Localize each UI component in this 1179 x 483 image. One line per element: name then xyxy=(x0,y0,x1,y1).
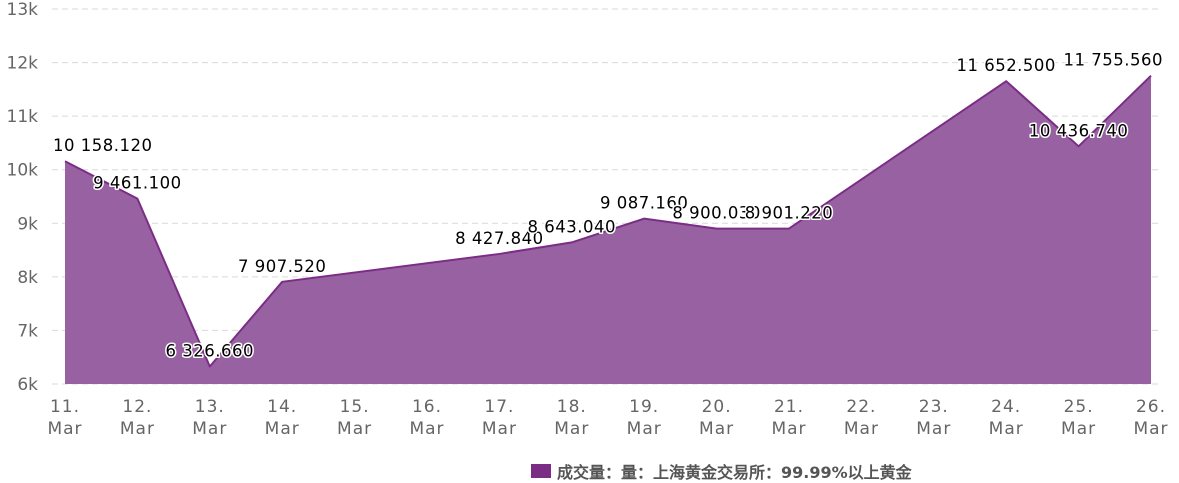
x-tick-label: 20. Mar xyxy=(699,397,734,439)
x-tick-label: 13. Mar xyxy=(192,397,227,439)
y-tick-label: 12k xyxy=(7,54,39,74)
x-axis-ticks: 11. Mar 12. Mar 13. Mar 14. Mar 15. Mar 16. Mar 17. M… xyxy=(47,397,1168,439)
data-label: 6 326.660 xyxy=(166,342,254,361)
y-tick-label: 9k xyxy=(17,214,38,234)
data-label: 8 643.040 xyxy=(528,217,616,236)
y-tick-label: 7k xyxy=(17,321,38,341)
x-tick-label: 17. Mar xyxy=(482,397,517,439)
x-tick-label: 21. Mar xyxy=(771,397,806,439)
x-tick-label: 24. Mar xyxy=(989,397,1024,439)
y-tick-label: 10k xyxy=(7,161,39,181)
x-tick-label: 14. Mar xyxy=(265,397,300,439)
x-tick-label: 19. Mar xyxy=(627,397,662,439)
legend-swatch xyxy=(531,464,551,478)
data-label: 8 427.840 xyxy=(455,229,543,248)
data-label: 9 087.160 xyxy=(600,194,688,213)
x-tick-label: 22. Mar xyxy=(844,397,879,439)
x-tick-label: 16. Mar xyxy=(409,397,444,439)
data-label: 8 900.030 xyxy=(672,204,760,223)
series-line xyxy=(64,74,1152,368)
data-label: 11 755.560 xyxy=(1064,51,1163,70)
data-labels: 10 158.120 9 461.100 6 326.660 7 907.520 8 4… xyxy=(52,49,1165,362)
x-tick-label: 25. Mar xyxy=(1061,397,1096,439)
x-tick-label: 11. Mar xyxy=(47,397,82,439)
x-tick-label: 26. Mar xyxy=(1133,397,1168,439)
y-tick-label: 8k xyxy=(17,268,38,288)
data-label: 8 901.220 xyxy=(745,204,833,223)
data-label: 10 436.740 xyxy=(1029,121,1128,140)
x-tick-label: 15. Mar xyxy=(337,397,372,439)
data-label: 9 461.100 xyxy=(93,174,181,193)
y-tick-label: 13k xyxy=(7,0,39,20)
area-fill xyxy=(65,75,1151,384)
x-tick-label: 12. Mar xyxy=(120,397,155,439)
y-tick-label: 6k xyxy=(17,375,38,395)
series-area xyxy=(64,74,1152,384)
y-axis-ticks: 6k 7k 8k 9k 10k 11k 12k 13k xyxy=(7,0,39,395)
y-tick-label: 11k xyxy=(7,107,39,127)
legend-label: 成交量：量：上海黄金交易所：99.99%以上黄金 xyxy=(557,463,912,482)
data-label: 11 652.500 xyxy=(956,56,1055,75)
data-label: 10 158.120 xyxy=(53,136,152,155)
legend[interactable]: 成交量：量：上海黄金交易所：99.99%以上黄金 xyxy=(531,459,912,483)
x-tick-label: 18. Mar xyxy=(554,397,589,439)
x-tick-label: 23. Mar xyxy=(916,397,951,439)
data-label: 7 907.520 xyxy=(238,257,326,276)
